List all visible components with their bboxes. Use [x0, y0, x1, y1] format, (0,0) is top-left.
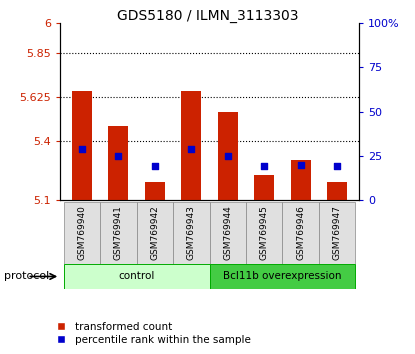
Text: GSM769943: GSM769943 [187, 205, 196, 260]
Text: GSM769941: GSM769941 [114, 205, 123, 260]
Bar [108, 126, 129, 200]
FancyBboxPatch shape [137, 202, 173, 264]
Bar [145, 182, 165, 200]
Bar [327, 182, 347, 200]
Bar [181, 91, 201, 200]
Point [188, 146, 195, 152]
Text: GSM769947: GSM769947 [332, 205, 342, 260]
Text: GSM769944: GSM769944 [223, 205, 232, 260]
FancyBboxPatch shape [210, 202, 246, 264]
Bar [218, 113, 238, 200]
Bar [72, 91, 92, 200]
FancyBboxPatch shape [246, 202, 283, 264]
Point [151, 164, 158, 169]
Point [115, 153, 122, 159]
Point [225, 153, 231, 159]
Legend: transformed count, percentile rank within the sample: transformed count, percentile rank withi… [47, 317, 255, 349]
Text: GDS5180 / ILMN_3113303: GDS5180 / ILMN_3113303 [117, 9, 298, 23]
FancyBboxPatch shape [283, 202, 319, 264]
FancyBboxPatch shape [64, 264, 210, 289]
Text: control: control [119, 272, 155, 281]
FancyBboxPatch shape [173, 202, 210, 264]
FancyBboxPatch shape [100, 202, 137, 264]
Bar [254, 176, 274, 200]
Bar [290, 160, 311, 200]
Text: GSM769940: GSM769940 [78, 205, 87, 260]
Text: protocol: protocol [4, 271, 49, 281]
Text: GSM769946: GSM769946 [296, 205, 305, 260]
Point [79, 146, 85, 152]
FancyBboxPatch shape [64, 202, 100, 264]
Point [334, 164, 340, 169]
Point [298, 162, 304, 167]
FancyBboxPatch shape [319, 202, 355, 264]
Point [261, 164, 268, 169]
FancyBboxPatch shape [210, 264, 355, 289]
Text: Bcl11b overexpression: Bcl11b overexpression [223, 272, 342, 281]
Text: GSM769945: GSM769945 [260, 205, 269, 260]
Text: GSM769942: GSM769942 [150, 205, 159, 260]
